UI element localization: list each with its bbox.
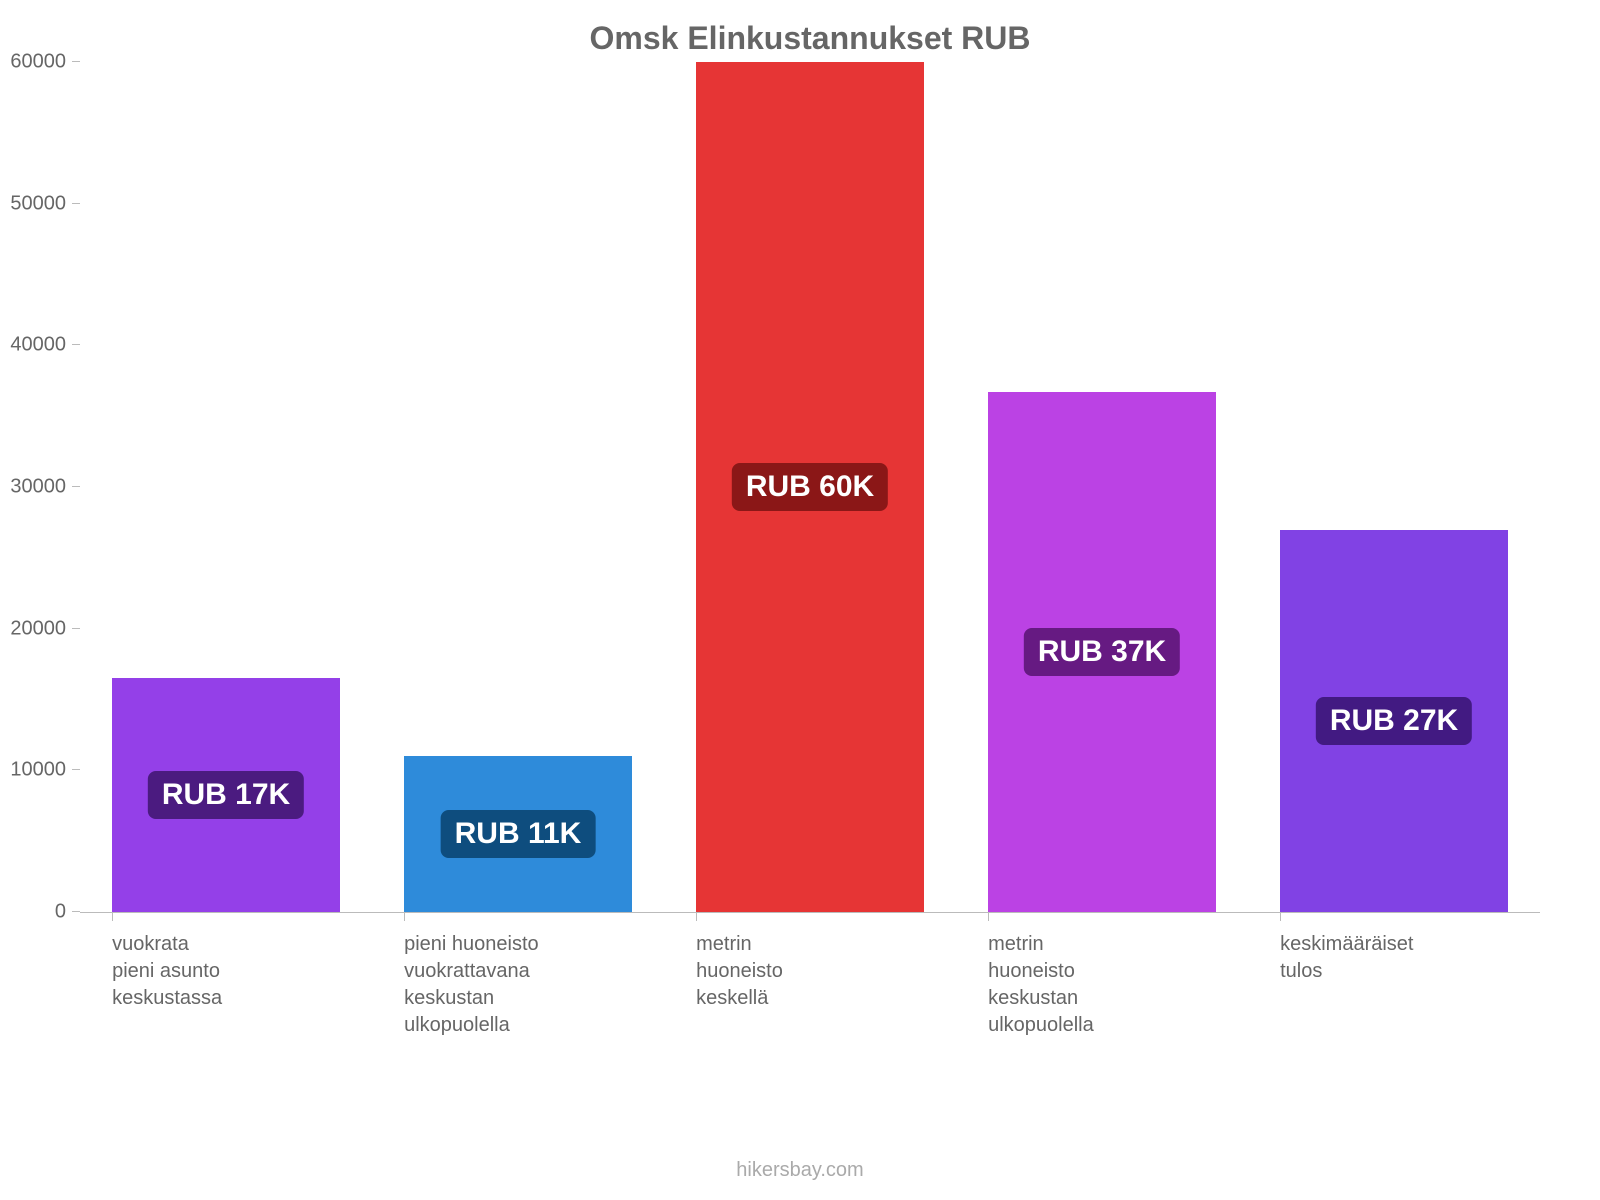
bar-value-label: RUB 60K — [732, 463, 888, 511]
bar-value-label: RUB 37K — [1024, 628, 1180, 676]
x-axis-label: metrin huoneisto keskustan ulkopuolella — [988, 931, 1094, 1039]
attribution: hikersbay.com — [0, 1159, 1600, 1182]
x-tick-mark — [696, 913, 697, 921]
y-tick-mark — [72, 486, 80, 487]
x-tick-mark — [1280, 913, 1281, 921]
bar-value-label: RUB 27K — [1316, 697, 1472, 745]
y-tick-label: 30000 — [10, 476, 80, 499]
x-tick-mark — [404, 913, 405, 921]
bar-slot: RUB 37K — [956, 63, 1248, 912]
bar-value-label: RUB 17K — [148, 771, 304, 819]
bar-slot: RUB 60K — [664, 63, 956, 912]
bar-value-label: RUB 11K — [441, 810, 596, 858]
cost-of-living-chart: Omsk Elinkustannukset RUB 01000020000300… — [80, 20, 1540, 1140]
y-tick-mark — [72, 344, 80, 345]
y-tick-mark — [72, 61, 80, 62]
y-tick-label: 40000 — [10, 334, 80, 357]
plot-area: 0100002000030000400005000060000 RUB 17KR… — [80, 63, 1540, 913]
bar-slot: RUB 17K — [80, 63, 372, 912]
x-axis-label: pieni huoneisto vuokrattavana keskustan … — [404, 931, 539, 1039]
bar-slot: RUB 27K — [1248, 63, 1540, 912]
y-tick-mark — [72, 203, 80, 204]
x-axis-label: vuokrata pieni asunto keskustassa — [112, 931, 222, 1012]
bar-slot: RUB 11K — [372, 63, 664, 912]
y-tick-label: 60000 — [10, 51, 80, 74]
y-tick-mark — [72, 769, 80, 770]
y-tick-label: 0 — [55, 901, 80, 924]
bars-container: RUB 17K RUB 11K RUB 60K RUB 37K RUB 27K — [80, 63, 1540, 912]
x-axis-label: metrin huoneisto keskellä — [696, 931, 783, 1012]
x-tick-mark — [112, 913, 113, 921]
x-axis-label: keskimääräiset tulos — [1280, 931, 1413, 985]
y-tick-label: 20000 — [10, 617, 80, 640]
y-tick-mark — [72, 911, 80, 912]
y-tick-label: 50000 — [10, 192, 80, 215]
x-tick-mark — [988, 913, 989, 921]
y-tick-label: 10000 — [10, 759, 80, 782]
chart-title: Omsk Elinkustannukset RUB — [80, 20, 1540, 57]
y-tick-mark — [72, 628, 80, 629]
